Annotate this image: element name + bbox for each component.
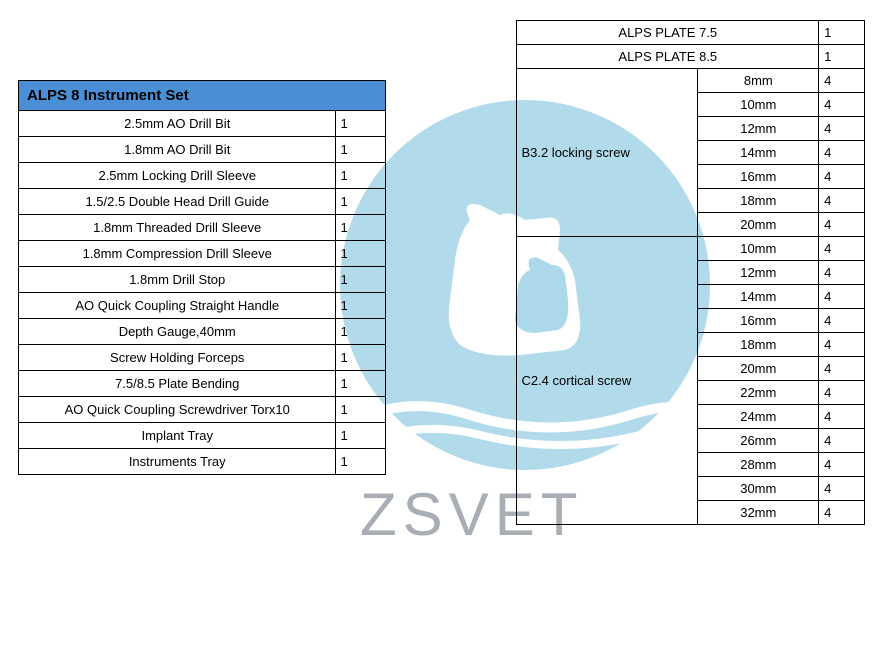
screw-qty: 4 bbox=[819, 333, 865, 357]
table-row: 2.5mm Locking Drill Sleeve1 bbox=[19, 163, 386, 189]
screw-qty: 4 bbox=[819, 69, 865, 93]
screw-size: 18mm bbox=[698, 189, 819, 213]
table-row: B3.2 locking screw8mm4 bbox=[517, 69, 865, 93]
table-row: 1.8mm Threaded Drill Sleeve1 bbox=[19, 215, 386, 241]
screw-size: 22mm bbox=[698, 381, 819, 405]
table-row: 1.5/2.5 Double Head Drill Guide1 bbox=[19, 189, 386, 215]
table-row: ALPS PLATE 7.51 bbox=[517, 21, 865, 45]
screw-qty: 4 bbox=[819, 405, 865, 429]
instrument-name: AO Quick Coupling Straight Handle bbox=[19, 293, 336, 319]
instrument-name: 1.8mm Compression Drill Sleeve bbox=[19, 241, 336, 267]
instrument-qty: 1 bbox=[336, 189, 386, 215]
screw-size: 14mm bbox=[698, 141, 819, 165]
instrument-name: 7.5/8.5 Plate Bending bbox=[19, 371, 336, 397]
screw-qty: 4 bbox=[819, 261, 865, 285]
screw-size: 20mm bbox=[698, 357, 819, 381]
instrument-set-table: ALPS 8 Instrument Set 2.5mm AO Drill Bit… bbox=[18, 80, 386, 475]
instrument-qty: 1 bbox=[336, 137, 386, 163]
screw-size: 10mm bbox=[698, 237, 819, 261]
plate-qty: 1 bbox=[819, 45, 865, 69]
instrument-qty: 1 bbox=[336, 293, 386, 319]
instrument-qty: 1 bbox=[336, 241, 386, 267]
table-row: 1.8mm Drill Stop1 bbox=[19, 267, 386, 293]
instrument-name: 1.5/2.5 Double Head Drill Guide bbox=[19, 189, 336, 215]
screw-size: 24mm bbox=[698, 405, 819, 429]
screw-size: 30mm bbox=[698, 477, 819, 501]
plate-qty: 1 bbox=[819, 21, 865, 45]
table-row: Depth Gauge,40mm1 bbox=[19, 319, 386, 345]
instrument-qty: 1 bbox=[336, 423, 386, 449]
instrument-name: 2.5mm Locking Drill Sleeve bbox=[19, 163, 336, 189]
screw-qty: 4 bbox=[819, 189, 865, 213]
screw-size: 26mm bbox=[698, 429, 819, 453]
screw-size: 28mm bbox=[698, 453, 819, 477]
instrument-name: Instruments Tray bbox=[19, 449, 336, 475]
screw-qty: 4 bbox=[819, 309, 865, 333]
tables-container: ALPS 8 Instrument Set 2.5mm AO Drill Bit… bbox=[0, 0, 883, 545]
table-row: AO Quick Coupling Screwdriver Torx101 bbox=[19, 397, 386, 423]
table-row: Screw Holding Forceps1 bbox=[19, 345, 386, 371]
screw-qty: 4 bbox=[819, 381, 865, 405]
screw-qty: 4 bbox=[819, 429, 865, 453]
screw-qty: 4 bbox=[819, 501, 865, 525]
table-row: 2.5mm AO Drill Bit1 bbox=[19, 111, 386, 137]
plates-screws-table: ALPS PLATE 7.51ALPS PLATE 8.51B3.2 locki… bbox=[516, 20, 865, 525]
screw-qty: 4 bbox=[819, 357, 865, 381]
table-row: 1.8mm AO Drill Bit1 bbox=[19, 137, 386, 163]
screw-size: 14mm bbox=[698, 285, 819, 309]
screw-qty: 4 bbox=[819, 141, 865, 165]
instrument-name: Implant Tray bbox=[19, 423, 336, 449]
instrument-qty: 1 bbox=[336, 371, 386, 397]
instrument-qty: 1 bbox=[336, 267, 386, 293]
screw-size: 18mm bbox=[698, 333, 819, 357]
instrument-qty: 1 bbox=[336, 163, 386, 189]
instrument-name: 1.8mm Drill Stop bbox=[19, 267, 336, 293]
instrument-qty: 1 bbox=[336, 397, 386, 423]
table-row: 1.8mm Compression Drill Sleeve1 bbox=[19, 241, 386, 267]
screw-qty: 4 bbox=[819, 165, 865, 189]
screw-size: 16mm bbox=[698, 165, 819, 189]
screw-qty: 4 bbox=[819, 453, 865, 477]
instrument-name: Depth Gauge,40mm bbox=[19, 319, 336, 345]
table-row: ALPS PLATE 8.51 bbox=[517, 45, 865, 69]
instrument-set-title: ALPS 8 Instrument Set bbox=[19, 81, 386, 111]
screw-group-label: B3.2 locking screw bbox=[517, 69, 698, 237]
screw-qty: 4 bbox=[819, 237, 865, 261]
screw-size: 12mm bbox=[698, 261, 819, 285]
instrument-qty: 1 bbox=[336, 215, 386, 241]
screw-size: 32mm bbox=[698, 501, 819, 525]
screw-qty: 4 bbox=[819, 117, 865, 141]
table-row: Implant Tray1 bbox=[19, 423, 386, 449]
table-row: Instruments Tray1 bbox=[19, 449, 386, 475]
plate-name: ALPS PLATE 8.5 bbox=[517, 45, 819, 69]
instrument-qty: 1 bbox=[336, 319, 386, 345]
instrument-name: 1.8mm Threaded Drill Sleeve bbox=[19, 215, 336, 241]
instrument-name: 2.5mm AO Drill Bit bbox=[19, 111, 336, 137]
screw-group-label: C2.4 cortical screw bbox=[517, 237, 698, 525]
screw-size: 16mm bbox=[698, 309, 819, 333]
screw-qty: 4 bbox=[819, 285, 865, 309]
screw-qty: 4 bbox=[819, 93, 865, 117]
screw-size: 10mm bbox=[698, 93, 819, 117]
instrument-qty: 1 bbox=[336, 449, 386, 475]
instrument-qty: 1 bbox=[336, 111, 386, 137]
instrument-name: Screw Holding Forceps bbox=[19, 345, 336, 371]
screw-size: 12mm bbox=[698, 117, 819, 141]
instrument-name: 1.8mm AO Drill Bit bbox=[19, 137, 336, 163]
table-row: AO Quick Coupling Straight Handle1 bbox=[19, 293, 386, 319]
instrument-qty: 1 bbox=[336, 345, 386, 371]
screw-qty: 4 bbox=[819, 477, 865, 501]
table-row: 7.5/8.5 Plate Bending1 bbox=[19, 371, 386, 397]
screw-qty: 4 bbox=[819, 213, 865, 237]
table-row: C2.4 cortical screw10mm4 bbox=[517, 237, 865, 261]
screw-size: 8mm bbox=[698, 69, 819, 93]
screw-size: 20mm bbox=[698, 213, 819, 237]
instrument-name: AO Quick Coupling Screwdriver Torx10 bbox=[19, 397, 336, 423]
plate-name: ALPS PLATE 7.5 bbox=[517, 21, 819, 45]
